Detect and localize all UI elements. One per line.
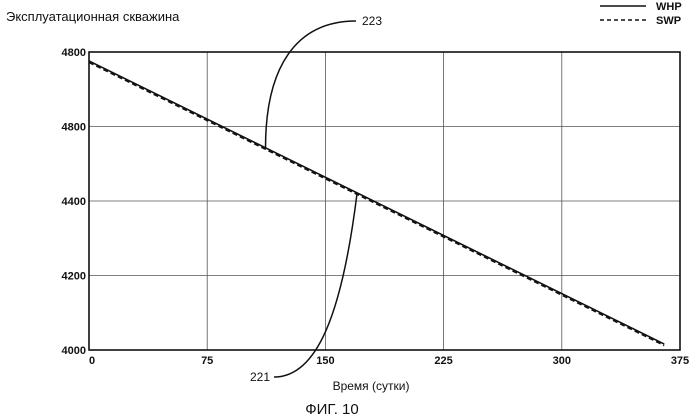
annotation-label: 221: [250, 370, 270, 384]
legend: WHP SWP: [600, 1, 682, 27]
series-line-swp: [89, 62, 664, 345]
series-lines: [89, 61, 664, 346]
y-tick-label: 4400: [62, 196, 86, 208]
figure-caption: ФИГ. 10: [305, 401, 359, 418]
x-axis-label: Время (сутки): [333, 379, 410, 393]
x-tick-label: 150: [316, 355, 334, 367]
legend-label-whp: WHP: [656, 1, 682, 13]
chart-title: Эксплуатационная скважина: [6, 9, 180, 24]
y-tick-label: 4000: [62, 345, 86, 357]
x-axis-ticks: 0 75 150 225 300 375: [89, 355, 689, 367]
annotations: 223 221: [250, 14, 382, 384]
y-axis-ticks: 4000 4200 4400 4800 4800: [62, 47, 86, 357]
y-tick-label: 4200: [62, 271, 86, 283]
legend-label-swp: SWP: [656, 15, 681, 27]
series-line-whp: [89, 61, 664, 344]
annotation-label: 223: [362, 14, 382, 28]
annotation-leader: [266, 21, 356, 148]
x-tick-label: 75: [201, 355, 213, 367]
y-tick-label: 4800: [62, 122, 86, 134]
x-tick-label: 0: [89, 355, 95, 367]
y-tick-label: 4800: [62, 47, 86, 59]
x-tick-label: 225: [434, 355, 452, 367]
x-tick-label: 375: [671, 355, 689, 367]
grid: [89, 52, 680, 350]
x-tick-label: 300: [553, 355, 571, 367]
